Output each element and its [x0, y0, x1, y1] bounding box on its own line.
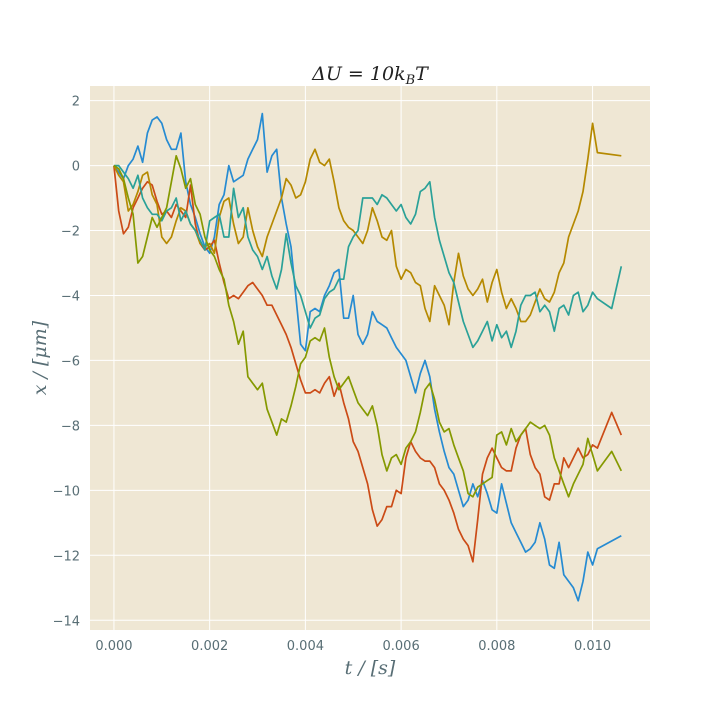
title-delta-u: ΔU = 10 — [311, 63, 394, 85]
x-tick-label: 0.004 — [287, 639, 324, 654]
series-line-1 — [113, 112, 622, 602]
x-tick-label: 0.000 — [95, 639, 132, 654]
y-tick-label: −8 — [61, 419, 80, 434]
x-axis-ticks: 0.000 0.002 0.004 0.006 0.008 0.010 — [95, 639, 611, 654]
y-tick-label: 0 — [72, 160, 80, 175]
y-tick-label: −2 — [61, 225, 80, 240]
chart-title: ΔU = 10kBT — [311, 63, 429, 88]
title-k: k — [394, 63, 406, 85]
y-axis-ticks: −14 −12 −10 −8 −6 −4 −2 0 2 — [53, 95, 80, 630]
series-line-5 — [113, 154, 623, 498]
y-tick-label: −12 — [53, 549, 80, 564]
title-t: T — [415, 63, 429, 85]
y-tick-label: 2 — [72, 95, 80, 110]
y-tick-label: −14 — [53, 614, 80, 629]
x-tick-label: 0.010 — [574, 639, 611, 654]
y-tick-label: −6 — [61, 354, 80, 369]
x-tick-label: 0.002 — [191, 639, 228, 654]
title-subscript: B — [405, 73, 416, 88]
x-axis-label: t / [s] — [345, 657, 396, 679]
x-tick-label: 0.006 — [383, 639, 420, 654]
y-tick-label: −10 — [53, 484, 80, 499]
x-tick-label: 0.008 — [478, 639, 515, 654]
series-line-4 — [113, 164, 623, 349]
series-layer — [113, 112, 623, 602]
y-axis-label: x / [μm] — [29, 320, 51, 395]
grid-lines — [90, 86, 650, 630]
y-tick-label: −4 — [61, 289, 80, 304]
